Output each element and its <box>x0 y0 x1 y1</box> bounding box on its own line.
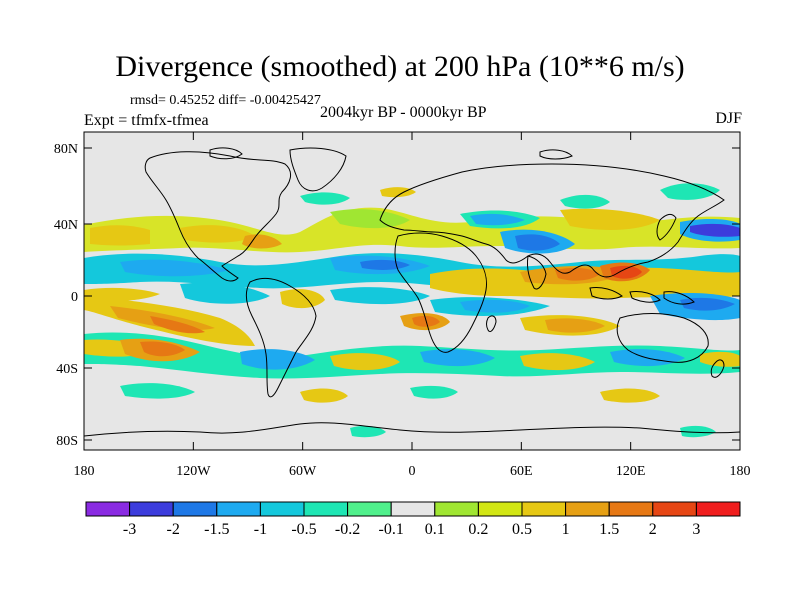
coastline-australia <box>616 313 709 363</box>
season-label: DJF <box>715 110 742 127</box>
colorbar-label: 0.5 <box>512 521 532 538</box>
coastlines <box>84 147 740 437</box>
field-patch <box>600 388 660 403</box>
period-label: 2004kyr BP - 0000kyr BP <box>320 104 487 121</box>
lon-tick-label: 180 <box>730 464 751 479</box>
field-patch <box>330 209 410 229</box>
field-patch <box>470 213 525 226</box>
colorbar-swatch <box>259 501 305 517</box>
lat-tick-label: 40S <box>56 362 78 377</box>
colorbar-label: 2 <box>649 521 657 538</box>
field-patch <box>280 289 325 309</box>
colorbar-label: -0.1 <box>379 521 404 538</box>
lat-tick-label: 40N <box>54 218 78 233</box>
longitude-axis: 180 120W 60W 0 60E 120E 180 <box>74 132 751 479</box>
latitude-axis: 80N 40N 0 40S 80S <box>54 142 740 449</box>
coastline-new-zealand <box>710 359 725 378</box>
coastline-eurasia <box>379 163 725 278</box>
colorbar-label: -1 <box>254 521 267 538</box>
field-patch <box>380 187 416 198</box>
field-patch <box>180 225 255 243</box>
coastline-north-america <box>144 151 292 282</box>
colorbar-swatch <box>85 501 131 517</box>
field-patch <box>242 234 282 249</box>
colorbar-swatch <box>216 501 261 517</box>
colorbar-label: -3 <box>123 521 136 538</box>
lon-tick-label: 120W <box>176 464 211 479</box>
field-patch <box>545 318 605 333</box>
field-patch <box>410 385 458 399</box>
coastline-arctic-islands <box>209 147 573 160</box>
field-patch <box>350 425 386 438</box>
coastline-indonesia <box>589 287 695 305</box>
field-patch <box>690 223 740 237</box>
field-patch <box>555 267 600 281</box>
colorbar-label: 1 <box>562 521 570 538</box>
coastline-antarctica <box>84 422 740 437</box>
colorbar-swatch <box>390 501 436 517</box>
colorbar-swatch <box>652 501 697 517</box>
field-patch <box>300 388 348 403</box>
colorbar-swatch <box>347 501 392 517</box>
field-patch <box>120 259 230 277</box>
field-patch <box>140 341 185 357</box>
coastline-greenland <box>289 147 347 192</box>
colorbar-label: -0.2 <box>335 521 360 538</box>
coastline-madagascar <box>486 315 497 333</box>
colorbar-swatch <box>695 501 741 517</box>
coastline-japan <box>656 213 677 241</box>
colorbar-swatch <box>129 501 174 517</box>
field-patch <box>150 316 205 334</box>
colorbar-label: 3 <box>692 521 700 538</box>
field-patch <box>560 194 610 209</box>
colorbar-label: 0.2 <box>468 521 488 538</box>
colorbar-label: 0.1 <box>425 521 445 538</box>
colorbar-label: -2 <box>167 521 180 538</box>
colorbar-swatch <box>608 501 654 517</box>
field-patch <box>515 234 560 251</box>
field-patch <box>460 299 530 313</box>
coastline-south-america <box>245 278 317 398</box>
colorbar-swatch <box>303 501 349 517</box>
lon-tick-label: 60W <box>289 464 317 479</box>
field-patch <box>240 349 315 370</box>
lat-tick-label: 0 <box>71 290 78 305</box>
lat-tick-label: 80N <box>54 142 78 157</box>
lon-tick-label: 0 <box>409 464 416 479</box>
colorbar-swatch <box>565 501 610 517</box>
field-patch <box>420 349 495 367</box>
coastline-india <box>527 255 547 290</box>
field-patch <box>110 306 215 331</box>
colorbar-swatch <box>477 501 523 517</box>
lon-tick-label: 60E <box>510 464 533 479</box>
colorbar-label: -0.5 <box>291 521 316 538</box>
field-patch <box>560 208 660 230</box>
experiment-label: Expt = tfmfx-tfmea <box>84 112 209 129</box>
colorbar-label: -1.5 <box>204 521 229 538</box>
lon-tick-label: 120E <box>616 464 646 479</box>
field-patch <box>300 192 350 205</box>
colorbar-swatch <box>172 501 218 517</box>
lon-tick-label: 180 <box>74 464 95 479</box>
colorbar-swatch <box>434 501 479 517</box>
plot-title: Divergence (smoothed) at 200 hPa (10**6 … <box>115 50 685 83</box>
field-patch <box>700 351 740 367</box>
field-patch <box>610 265 642 279</box>
lat-tick-label: 80S <box>56 434 78 449</box>
colorbar-swatch <box>521 501 567 517</box>
field-patch <box>330 353 400 371</box>
colorbar-label: 1.5 <box>599 521 619 538</box>
field-patch <box>520 353 595 371</box>
field-patch <box>120 383 195 399</box>
field-patch <box>90 225 150 246</box>
colorbar: -3 -2 -1.5 -1 -0.5 -0.2 -0.1 0.1 0.2 0.5 1 1.5 2 3 <box>85 501 741 538</box>
field-patch <box>330 287 430 305</box>
field-patch <box>680 425 716 438</box>
coastline-africa <box>394 232 487 353</box>
stats-line: rmsd= 0.45252 diff= -0.00425427 <box>130 93 321 108</box>
field-patch <box>660 183 720 200</box>
